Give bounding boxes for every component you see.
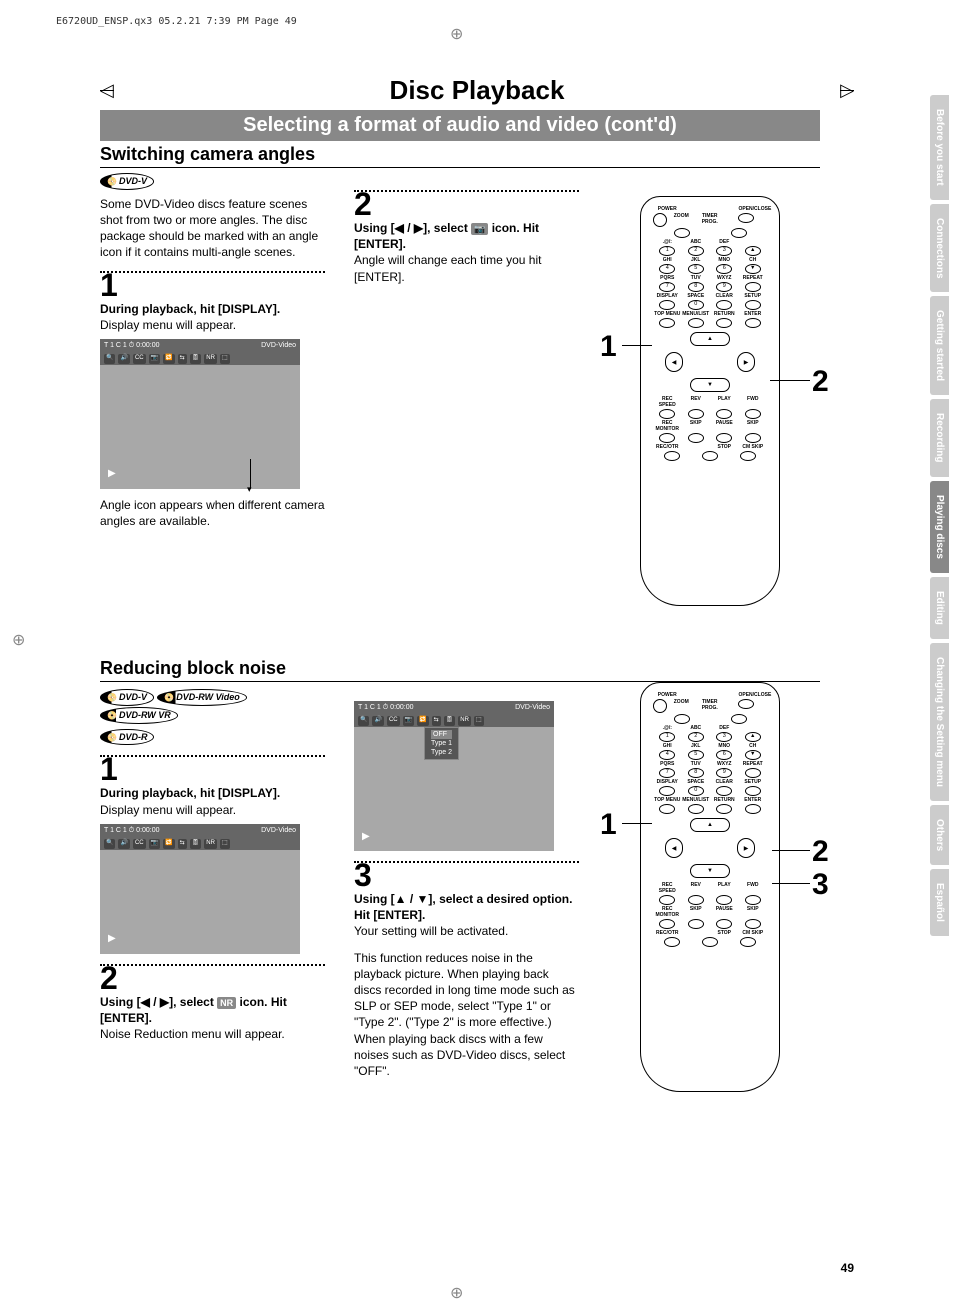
- side-tabs: Before you start Connections Getting sta…: [930, 95, 954, 940]
- s2-step3-body2: This function reduces noise in the playb…: [354, 950, 579, 1080]
- tab-connections[interactable]: Connections: [930, 204, 949, 293]
- crop-mark-left: ⊕: [12, 630, 25, 650]
- s2-step3-head: Using [▲ / ▼], select a desired option. …: [354, 891, 579, 923]
- section-subtitle: Selecting a format of audio and video (c…: [100, 110, 820, 141]
- osd-panel-3: T 1 C 1 ⏱ 0:00:00 DVD-Video 🔍🔊CC📷🔁⇆🎚NR⬚ …: [354, 701, 554, 851]
- callout-1: 1: [600, 330, 617, 364]
- tab-changing-setting[interactable]: Changing the Setting menu: [930, 643, 949, 801]
- step1-body: Display menu will appear.: [100, 317, 325, 333]
- section1-intro: Some DVD-Video discs feature scenes shot…: [100, 196, 325, 261]
- tab-getting-started[interactable]: Getting started: [930, 296, 949, 395]
- step2-body: Angle will change each time you hit [ENT…: [354, 252, 579, 284]
- s2-step2-body: Noise Reduction menu will appear.: [100, 1026, 325, 1042]
- callout-arrow: ▾: [247, 483, 252, 495]
- s2-step1-head: During playback, hit [DISPLAY].: [100, 785, 325, 801]
- header-meta: E6720UD_ENSP.qx3 05.2.21 7:39 PM Page 49: [56, 16, 297, 27]
- callout-2: 2: [812, 365, 829, 399]
- crop-mark-bottom: ⊕: [450, 1283, 463, 1303]
- osd-icon-row: 🔍🔊CC📷🔁⇆🎚NR⬚: [100, 353, 300, 365]
- osd-status: T 1 C 1 ⏱ 0:00:00: [104, 341, 160, 350]
- badge-row: DVD-V DVD-RW Video DVD-RW VR: [100, 688, 325, 724]
- s2-step1-body: Display menu will appear.: [100, 802, 325, 818]
- step1-caption: Angle icon appears when different camera…: [100, 497, 325, 529]
- s2-step2-head: Using [◀ / ▶], select NR icon. Hit [ENTE…: [100, 994, 325, 1026]
- callout-line: [622, 823, 652, 824]
- callout-2: 2: [812, 835, 829, 869]
- page-title: Disc Playback: [114, 75, 840, 106]
- step-number-1: 1: [100, 753, 325, 785]
- callout-line: [772, 883, 810, 884]
- nr-icon: NR: [217, 997, 236, 1009]
- tab-editing[interactable]: Editing: [930, 577, 949, 639]
- page-title-row: ◁ Disc Playback ▷: [100, 72, 854, 108]
- step-number-1: 1: [100, 269, 325, 301]
- step-number-3: 3: [354, 859, 579, 891]
- callout-1: 1: [600, 808, 617, 842]
- callout-line: [772, 850, 810, 851]
- dvd-v-badge: DVD-V: [100, 173, 154, 190]
- step2-head: Using [◀ / ▶], select 📷 icon. Hit [ENTER…: [354, 220, 579, 252]
- remote-diagram-2: POWEROPEN/CLOSE ZOOMTIMER PROG. .@/:ABCD…: [640, 682, 780, 1092]
- tab-recording[interactable]: Recording: [930, 399, 949, 476]
- section2-col-right: T 1 C 1 ⏱ 0:00:00 DVD-Video 🔍🔊CC📷🔁⇆🎚NR⬚ …: [354, 695, 579, 1079]
- heading-camera-angles: Switching camera angles: [100, 144, 820, 168]
- heading-block-noise: Reducing block noise: [100, 658, 820, 682]
- tab-playing-discs[interactable]: Playing discs: [930, 481, 949, 573]
- crop-mark-top: ⊕: [450, 24, 463, 44]
- step-number-2: 2: [100, 962, 325, 994]
- callout-line: [770, 380, 810, 381]
- tab-espanol[interactable]: Español: [930, 869, 949, 936]
- tab-before-you-start[interactable]: Before you start: [930, 95, 949, 200]
- chevron-right-icon: ▷: [840, 80, 854, 101]
- step1-head: During playback, hit [DISPLAY].: [100, 301, 325, 317]
- dpad: ▲▼◀▶: [665, 332, 755, 392]
- callout-line: [622, 345, 652, 346]
- osd-panel-1: T 1 C 1 ⏱ 0:00:00 DVD-Video 🔍🔊CC📷🔁⇆🎚NR⬚ …: [100, 339, 300, 489]
- osd-panel-2: T 1 C 1 ⏱ 0:00:00 DVD-Video 🔍🔊CC📷🔁⇆🎚NR⬚ …: [100, 824, 300, 954]
- osd-disc-type: DVD-Video: [261, 341, 296, 350]
- section1-col-left: DVD-V Some DVD-Video discs feature scene…: [100, 172, 325, 529]
- nr-menu: OFF Type 1 Type 2: [424, 727, 459, 760]
- tab-others[interactable]: Others: [930, 805, 949, 865]
- angle-icon: 📷: [471, 223, 488, 235]
- callout-3: 3: [812, 868, 829, 902]
- step-number-2: 2: [354, 188, 579, 220]
- section1-col-right: 2 Using [◀ / ▶], select 📷 icon. Hit [ENT…: [354, 180, 579, 285]
- s2-step3-body1: Your setting will be activated.: [354, 923, 579, 939]
- play-icon: ▶: [108, 467, 116, 481]
- page-number: 49: [841, 1261, 854, 1275]
- chevron-left-icon: ◁: [100, 80, 114, 101]
- section2-col-left: DVD-V DVD-RW Video DVD-RW VR DVD-R 1 Dur…: [100, 688, 325, 1042]
- remote-diagram-1: POWEROPEN/CLOSE ZOOMTIMER PROG. .@/:ABCD…: [640, 196, 780, 606]
